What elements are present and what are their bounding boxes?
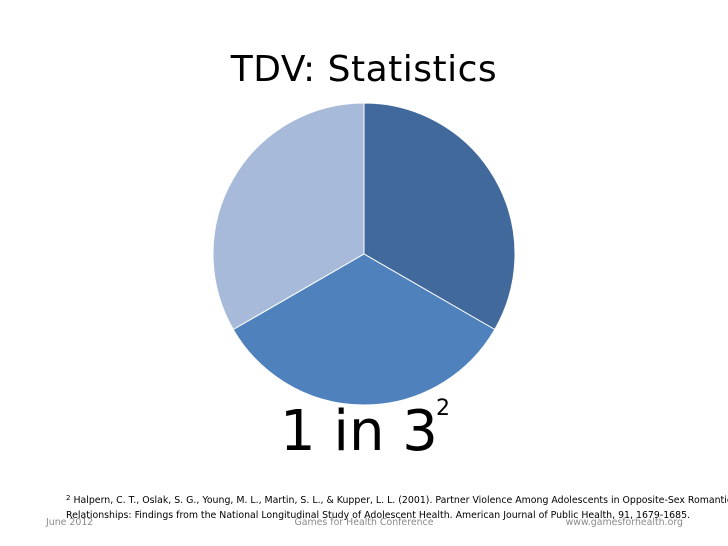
pie-slice-1 <box>363 102 516 331</box>
pie-slice-2 <box>232 253 496 406</box>
pie-slice-3 <box>212 102 365 331</box>
citation-marker: 2 <box>66 494 71 502</box>
citation-line-1: 2 Halpern, C. T., Oslak, S. G., Young, M… <box>66 491 728 508</box>
citation-text-1: Halpern, C. T., Oslak, S. G., Young, M. … <box>73 495 728 506</box>
footer-conference: Games for Health Conference <box>294 517 434 528</box>
citation: 2 Halpern, C. T., Oslak, S. G., Young, M… <box>66 491 728 523</box>
footer-url: www.gamesforhealth.org <box>565 517 683 528</box>
statistic-text: 1 in 3 <box>280 399 438 464</box>
statistic-superscript: 2 <box>436 396 450 421</box>
citation-line-2: Relationships: Findings from the Nationa… <box>66 510 691 521</box>
slide-title: TDV: Statistics <box>230 49 498 90</box>
footer-date: June 2012 <box>46 517 94 528</box>
